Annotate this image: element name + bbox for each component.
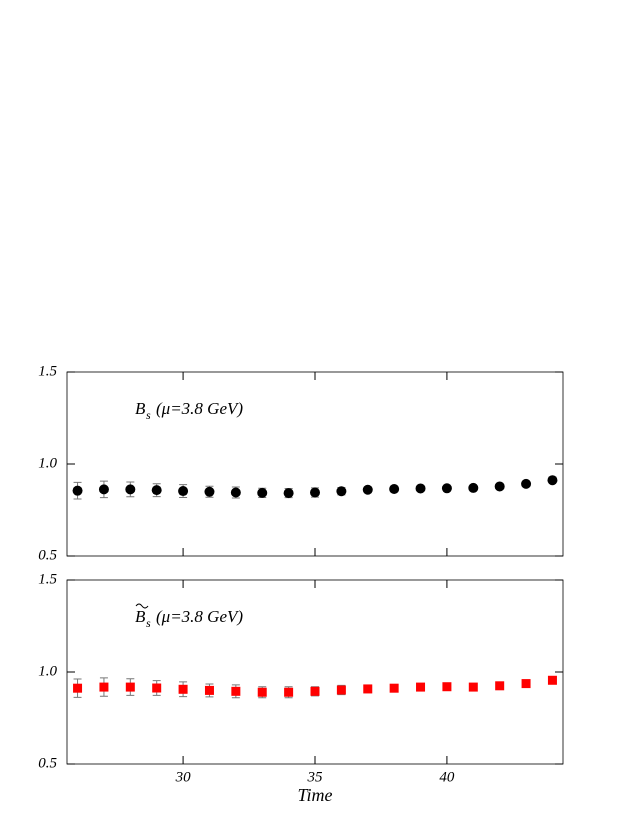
marker <box>416 682 426 692</box>
marker <box>310 487 320 498</box>
data-point <box>72 481 83 500</box>
data-point <box>468 482 479 493</box>
data-point <box>336 684 346 696</box>
marker <box>310 686 320 696</box>
data-point <box>151 483 162 498</box>
y-tick-label: 1.5 <box>38 571 57 587</box>
x-tick-label: 40 <box>439 769 455 785</box>
marker <box>178 684 188 694</box>
marker <box>494 481 505 492</box>
data-point <box>494 481 505 492</box>
marker <box>547 675 557 685</box>
marker <box>521 679 531 689</box>
annotation-subscript: s <box>146 616 151 630</box>
y-tick-label: 0.5 <box>38 755 57 771</box>
marker <box>152 683 162 693</box>
data-point <box>284 686 294 699</box>
marker <box>230 487 241 498</box>
y-tick-label: 1.0 <box>38 455 57 471</box>
data-point <box>98 480 109 499</box>
marker <box>336 486 347 497</box>
data-point <box>521 478 532 489</box>
annotation-subscript: s <box>146 408 151 422</box>
data-point <box>389 484 400 495</box>
data-point <box>495 681 505 691</box>
x-axis-label: Time <box>297 785 332 805</box>
marker <box>284 687 294 697</box>
annotation-text: (μ=3.8 GeV) <box>156 399 243 418</box>
marker <box>415 483 426 494</box>
data-point <box>336 486 347 497</box>
y-tick-label: 0.5 <box>38 547 57 563</box>
data-point <box>230 486 241 499</box>
data-point <box>204 485 215 498</box>
marker <box>283 488 294 499</box>
marker <box>204 685 214 695</box>
marker <box>468 482 479 493</box>
data-point <box>257 686 267 699</box>
marker <box>362 484 373 495</box>
marker <box>363 684 373 694</box>
x-tick-label: 35 <box>307 769 324 785</box>
data-point <box>547 675 557 685</box>
marker <box>125 682 135 692</box>
data-point <box>152 680 162 696</box>
marker <box>521 478 532 489</box>
marker <box>204 486 215 497</box>
annotation-text: (μ=3.8 GeV) <box>156 607 243 626</box>
marker <box>98 484 109 495</box>
data-point <box>363 684 373 694</box>
marker <box>495 681 505 691</box>
y-tick-label: 1.0 <box>38 663 57 679</box>
x-tick-label: 30 <box>175 769 192 785</box>
data-point <box>125 481 136 498</box>
marker <box>73 683 83 693</box>
marker <box>72 485 83 496</box>
data-point <box>178 484 189 498</box>
data-point <box>441 483 452 494</box>
data-point <box>204 683 214 698</box>
marker <box>257 687 267 697</box>
marker <box>442 682 452 692</box>
marker <box>231 686 241 696</box>
marker <box>441 483 452 494</box>
marker <box>178 486 189 497</box>
annotation-symbol: B <box>135 399 146 418</box>
marker <box>468 682 478 692</box>
marker <box>547 475 558 486</box>
data-point <box>547 475 558 486</box>
data-point <box>73 678 83 698</box>
data-point <box>99 677 109 697</box>
data-point <box>283 487 294 499</box>
marker <box>151 485 162 496</box>
data-point <box>310 686 320 697</box>
marker <box>389 683 399 693</box>
data-point <box>310 487 320 498</box>
data-point <box>468 682 478 692</box>
data-point <box>521 679 531 689</box>
tilde <box>135 603 149 609</box>
marker <box>336 685 346 695</box>
marker <box>257 487 268 498</box>
data-point <box>125 678 135 696</box>
data-point <box>362 484 373 495</box>
y-tick-label: 1.5 <box>38 363 57 379</box>
data-point <box>178 681 188 698</box>
data-point <box>415 483 426 494</box>
data-point <box>257 487 268 498</box>
annotation-symbol: B <box>135 607 146 626</box>
data-point <box>389 683 399 693</box>
marker <box>99 682 109 692</box>
marker <box>125 484 136 495</box>
marker <box>389 484 400 495</box>
data-point <box>231 684 241 699</box>
data-point <box>442 682 452 692</box>
data-point <box>416 682 426 692</box>
